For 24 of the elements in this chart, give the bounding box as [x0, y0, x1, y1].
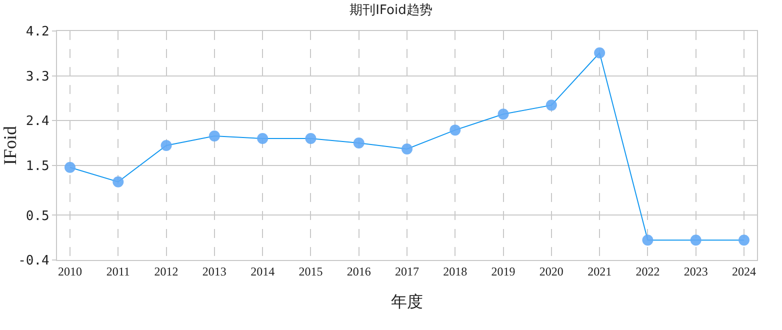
x-tick-label: 2021 — [588, 264, 612, 278]
x-tick-label: 2024 — [732, 264, 756, 278]
x-tick-label: 2012 — [154, 264, 178, 278]
chart-title: 期刊IFoid趋势 — [350, 3, 432, 18]
y-tick-label: 2.4 — [26, 114, 50, 130]
x-tick-label: 2017 — [395, 264, 419, 278]
x-tick-label: 2022 — [636, 264, 660, 278]
y-tick-label: 3.3 — [26, 69, 50, 84]
x-tick-label: 2020 — [539, 264, 564, 278]
y-tick-label: -0.4 — [18, 254, 50, 269]
x-tick-label: 2010 — [58, 264, 82, 278]
x-tick-label: 2019 — [491, 264, 516, 278]
y-tick-label: 4.2 — [26, 24, 50, 40]
x-tick-label: 2013 — [202, 264, 226, 278]
x-tick-label: 2018 — [443, 264, 468, 278]
y-tick-label: 1.5 — [26, 158, 50, 174]
x-tick-label: 2023 — [684, 264, 708, 278]
x-tick-label: 2011 — [106, 264, 130, 278]
x-tick-label: 2016 — [346, 264, 371, 278]
y-tick-label: 0.5 — [26, 208, 50, 224]
x-axis-title: 年度 — [391, 293, 423, 312]
y-axis-title: IFoid — [0, 126, 20, 166]
x-tick-label: 2014 — [250, 264, 275, 278]
x-tick-label: 2015 — [298, 264, 323, 278]
